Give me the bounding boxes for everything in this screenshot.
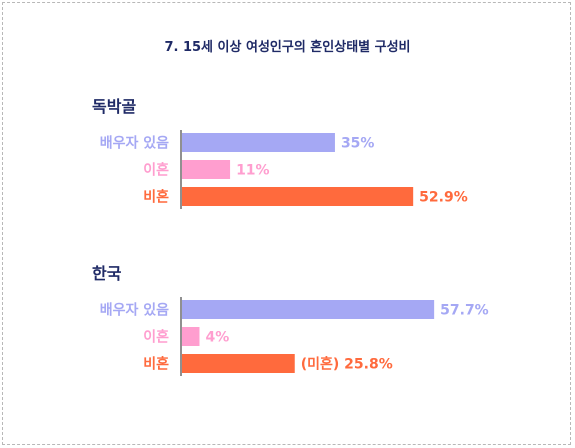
chart-title: 7. 15세 이상 여성인구의 혼인상태별 구성비 bbox=[164, 40, 411, 55]
chart-frame bbox=[2, 2, 571, 445]
category-label-married: 배우자 있음 bbox=[100, 303, 169, 319]
value-label-married: 35% bbox=[341, 136, 375, 152]
category-label-single: 비혼 bbox=[143, 189, 169, 206]
group-title-korea: 한국 bbox=[92, 264, 122, 283]
category-label-divorced: 이혼 bbox=[143, 329, 169, 346]
value-label-single: (미혼) 25.8% bbox=[301, 356, 393, 373]
bar-divorced bbox=[182, 327, 200, 346]
category-label-married: 배우자 있음 bbox=[100, 136, 169, 152]
bar-single bbox=[182, 354, 295, 373]
bar-married bbox=[182, 133, 335, 152]
value-label-divorced: 4% bbox=[205, 330, 229, 346]
value-label-married: 57.7% bbox=[440, 303, 489, 319]
bar-married bbox=[182, 300, 435, 319]
bar-single bbox=[182, 187, 414, 206]
value-label-single: 52.9% bbox=[419, 190, 468, 206]
value-label-divorced: 11% bbox=[236, 163, 270, 179]
category-label-single: 비혼 bbox=[143, 356, 169, 373]
group-title-dokbakgol: 독박골 bbox=[92, 97, 137, 116]
category-label-divorced: 이혼 bbox=[143, 162, 169, 179]
bar-divorced bbox=[182, 160, 231, 179]
